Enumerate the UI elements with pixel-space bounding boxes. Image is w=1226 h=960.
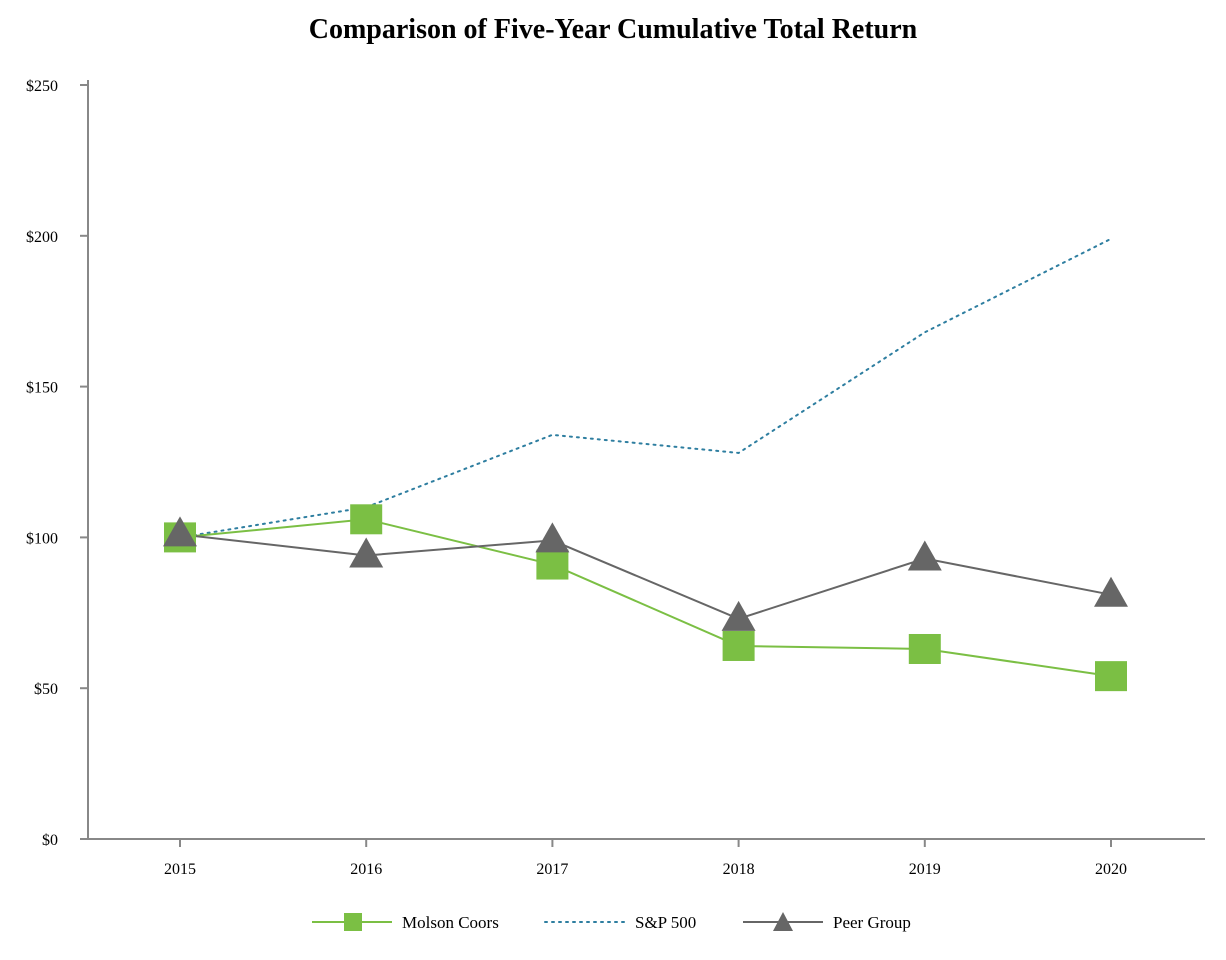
peer-group-marker xyxy=(163,516,197,547)
y-tick-label: $0 xyxy=(42,832,58,849)
molson-coors-marker xyxy=(1095,661,1127,692)
y-tick-label: $200 xyxy=(26,229,58,246)
series-lines xyxy=(179,237,1112,678)
legend-item-molson-coors: Molson Coors xyxy=(312,913,499,932)
x-tick-label: 2017 xyxy=(536,861,568,878)
x-tick-label: 2020 xyxy=(1095,861,1127,878)
chart-title: Comparison of Five-Year Cumulative Total… xyxy=(308,14,918,45)
legend-label: S&P 500 xyxy=(635,913,696,932)
molson-coors-marker xyxy=(350,504,383,535)
x-tick-label: 2015 xyxy=(164,861,196,878)
legend: Molson Coors S&P 500 Peer Group xyxy=(312,912,911,932)
x-axis-ticks: 2015 2016 2017 2018 2019 2020 xyxy=(164,839,1127,878)
y-tick-label: $150 xyxy=(26,380,58,397)
molson-coors-marker xyxy=(908,633,941,664)
x-tick-label: 2019 xyxy=(909,861,941,878)
legend-item-s-p-500: S&P 500 xyxy=(544,913,696,932)
y-tick-label: $50 xyxy=(34,681,58,698)
y-axis-ticks: $0 $50 $100 $150 $200 $250 xyxy=(26,78,88,849)
peer-group-marker xyxy=(1094,576,1128,607)
peer-group-marker xyxy=(721,600,756,631)
x-tick-label: 2016 xyxy=(350,861,382,878)
molson-coors-marker xyxy=(536,549,569,580)
y-tick-label: $250 xyxy=(26,78,58,95)
legend-square-marker xyxy=(344,913,362,931)
y-tick-label: $100 xyxy=(26,530,58,547)
legend-item-peer-group: Peer Group xyxy=(743,912,911,932)
legend-triangle-marker xyxy=(773,912,793,931)
legend-label: Molson Coors xyxy=(402,913,499,932)
peer-group-marker xyxy=(535,522,570,553)
x-tick-label: 2018 xyxy=(723,861,755,878)
molson-coors-line xyxy=(179,518,1112,678)
peer-group-marker xyxy=(349,537,384,568)
legend-label: Peer Group xyxy=(833,913,911,932)
molson-coors-marker xyxy=(722,630,755,661)
series-markers xyxy=(163,504,1128,692)
s-p-500-line xyxy=(179,237,1112,539)
peer-group-line xyxy=(179,533,1112,620)
peer-group-marker xyxy=(907,540,942,571)
